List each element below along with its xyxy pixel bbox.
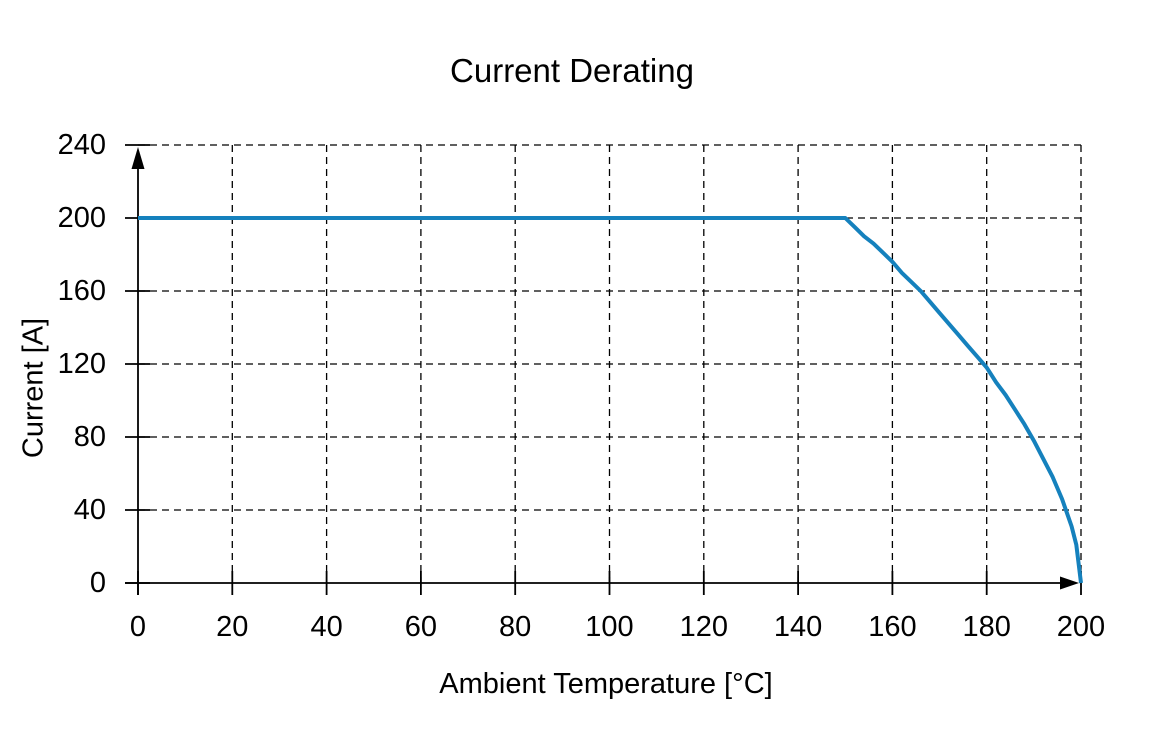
x-axis-label: Ambient Temperature [°C] (439, 668, 773, 700)
x-tick-label-160: 160 (868, 611, 917, 643)
x-tick-label-100: 100 (585, 611, 634, 643)
chart-title: Current Derating (450, 52, 694, 89)
y-tick-label-120: 120 (57, 348, 106, 380)
x-tick-label-20: 20 (216, 611, 249, 643)
y-tick-label-160: 160 (57, 275, 106, 307)
y-tick-label-240: 240 (57, 129, 106, 161)
y-axis-arrow-icon (131, 147, 145, 169)
x-tick-label-0: 0 (129, 611, 147, 643)
y-tick-label-80: 80 (73, 421, 106, 453)
x-tick-label-60: 60 (404, 611, 438, 643)
x-axis-arrow-icon (1060, 576, 1079, 590)
x-tick-label-40: 40 (310, 611, 343, 643)
x-tick-label-120: 120 (679, 611, 728, 643)
series-derated-current-limit (138, 216, 1083, 584)
x-tick-label-80: 80 (499, 611, 532, 643)
y-tick-label-40: 40 (73, 494, 106, 526)
x-tick-label-140: 140 (773, 611, 823, 643)
y-tick-label-0: 0 (89, 567, 106, 599)
x-tick-label-200: 200 (1056, 611, 1106, 643)
x-tick-label-180: 180 (962, 611, 1011, 643)
y-tick-label-200: 200 (57, 202, 106, 234)
